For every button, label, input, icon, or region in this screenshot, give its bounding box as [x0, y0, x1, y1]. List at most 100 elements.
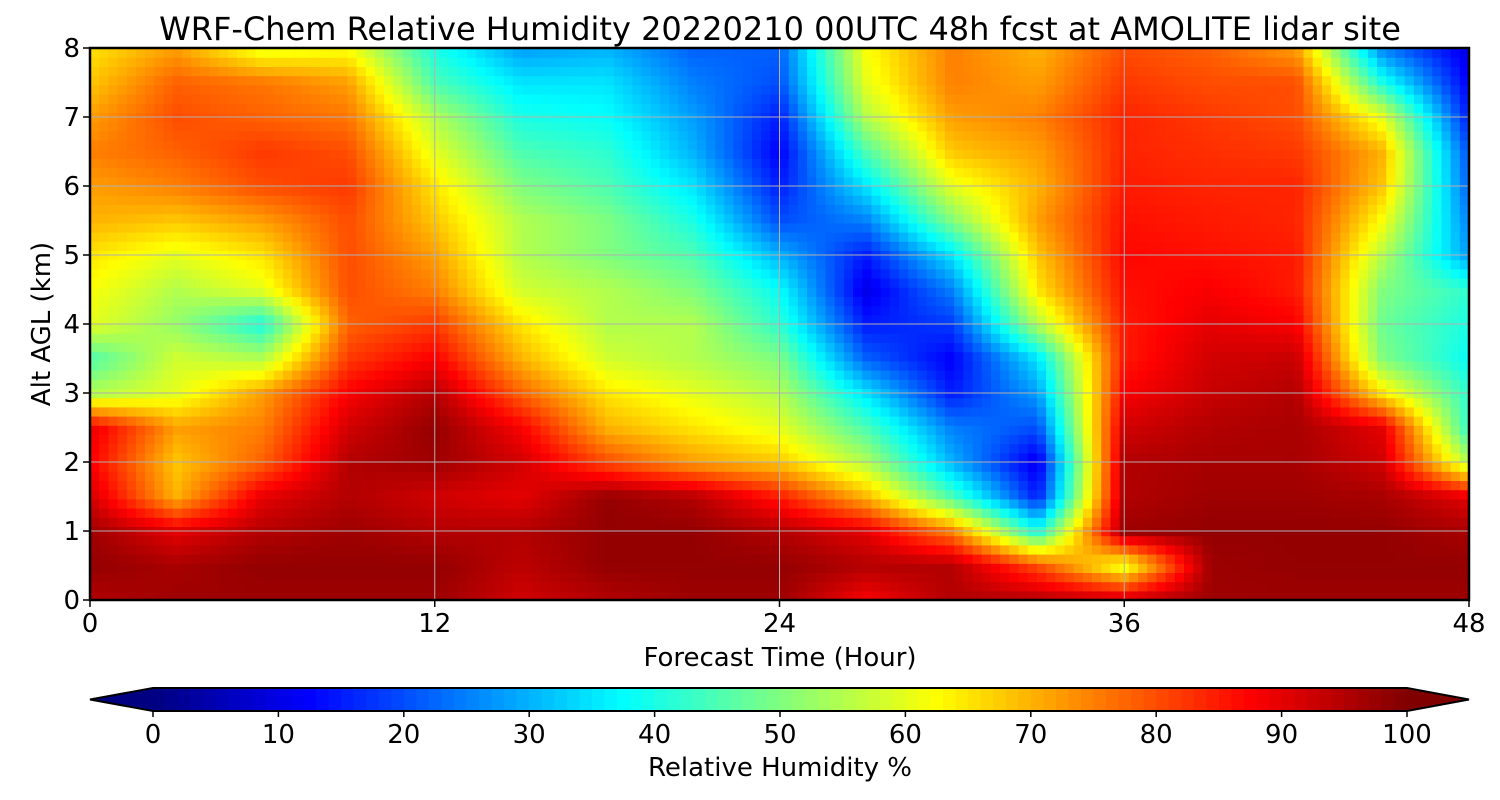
rh-cell — [972, 572, 983, 583]
rh-cell — [503, 471, 514, 481]
rh-cell — [1340, 351, 1351, 362]
rh-cell — [338, 360, 349, 371]
rh-cell — [899, 508, 909, 518]
rh-cell — [494, 434, 505, 445]
rh-cell — [705, 498, 716, 509]
rh-cell — [1413, 462, 1424, 472]
rh-cell — [632, 370, 643, 380]
rh-cell — [614, 360, 624, 371]
rh-cell — [163, 397, 174, 408]
rh-cell — [1367, 554, 1378, 564]
rh-cell — [1413, 554, 1424, 564]
rh-cell — [108, 333, 119, 343]
rh-cell — [135, 489, 146, 500]
rh-cell — [310, 508, 321, 518]
rh-cell — [402, 406, 413, 417]
rh-cell — [797, 443, 808, 454]
rh-cell — [990, 535, 1001, 546]
rh-cell — [1018, 406, 1029, 417]
rh-cell — [292, 517, 303, 527]
rh-cell — [1321, 544, 1332, 555]
rh-cell — [1377, 406, 1387, 417]
rh-cell — [1423, 333, 1433, 343]
rh-cell — [705, 489, 716, 500]
rh-cell — [301, 498, 312, 509]
rh-cell — [374, 563, 385, 573]
rh-cell — [669, 296, 679, 307]
rh-cell — [1193, 305, 1203, 316]
rh-cell — [1156, 581, 1167, 592]
rh-cell — [1450, 379, 1461, 389]
rh-cell — [669, 535, 679, 546]
rh-cell — [457, 287, 468, 297]
rh-cell — [1229, 489, 1240, 500]
rh-cell — [1082, 333, 1093, 343]
rh-cell — [485, 342, 496, 353]
rh-cell — [531, 333, 542, 343]
rh-cell — [1202, 434, 1213, 445]
rh-cell — [917, 351, 928, 362]
rh-cell — [1027, 572, 1038, 583]
rh-cell — [1423, 471, 1433, 481]
rh-cell — [99, 425, 109, 435]
rh-cell — [568, 314, 578, 325]
rh-cell — [310, 471, 321, 481]
rh-cell — [1395, 572, 1406, 583]
rh-cell — [1395, 554, 1406, 564]
rh-cell — [1377, 480, 1387, 491]
rh-cell — [1321, 314, 1332, 325]
rh-cell — [577, 305, 588, 316]
rh-cell — [1147, 379, 1158, 389]
rh-cell — [1367, 517, 1378, 527]
rh-cell — [954, 379, 964, 389]
rh-cell — [494, 452, 505, 463]
rh-cell — [1202, 324, 1213, 334]
rh-cell — [761, 581, 771, 592]
rh-cell — [788, 508, 799, 518]
rh-cell — [1220, 360, 1231, 371]
rh-cell — [724, 333, 735, 343]
rh-cell — [807, 554, 817, 564]
rh-cell — [549, 296, 560, 307]
rh-cell — [1367, 351, 1378, 362]
rh-cell — [742, 517, 753, 527]
rh-cell — [632, 471, 643, 481]
rh-cell — [733, 498, 744, 509]
rh-cell — [191, 296, 201, 307]
rh-cell — [889, 360, 900, 371]
rh-cell — [558, 324, 569, 334]
rh-cell — [1229, 572, 1240, 583]
rh-cell — [614, 443, 624, 454]
rh-cell — [1082, 296, 1093, 307]
rh-cell — [99, 443, 109, 454]
rh-cell — [935, 452, 946, 463]
rh-cell — [1239, 296, 1249, 307]
rh-cell — [1413, 434, 1424, 445]
rh-cell — [117, 452, 128, 463]
rh-cell — [788, 406, 799, 417]
rh-cell — [485, 416, 496, 426]
rh-cell — [540, 554, 551, 564]
rh-cell — [899, 563, 909, 573]
rh-cell — [1459, 342, 1469, 353]
rh-cell — [448, 324, 459, 334]
rh-cell — [485, 489, 496, 500]
rh-cell — [1349, 333, 1360, 343]
rh-cell — [1404, 333, 1415, 343]
rh-cell — [1128, 581, 1139, 592]
rh-cell — [1312, 406, 1323, 417]
rh-cell — [1441, 342, 1452, 353]
rh-cell — [1046, 342, 1056, 353]
rh-cell — [411, 489, 422, 500]
rh-cell — [365, 517, 376, 527]
rh-cell — [1367, 314, 1378, 325]
rh-cell — [696, 305, 707, 316]
rh-cell — [439, 397, 450, 408]
rh-cell — [1459, 462, 1469, 472]
rh-cell — [963, 452, 974, 463]
rh-cell — [145, 498, 155, 509]
rh-cell — [687, 590, 698, 600]
rh-cell — [1257, 425, 1268, 435]
rh-cell — [623, 342, 634, 353]
rh-cell — [1156, 471, 1167, 481]
